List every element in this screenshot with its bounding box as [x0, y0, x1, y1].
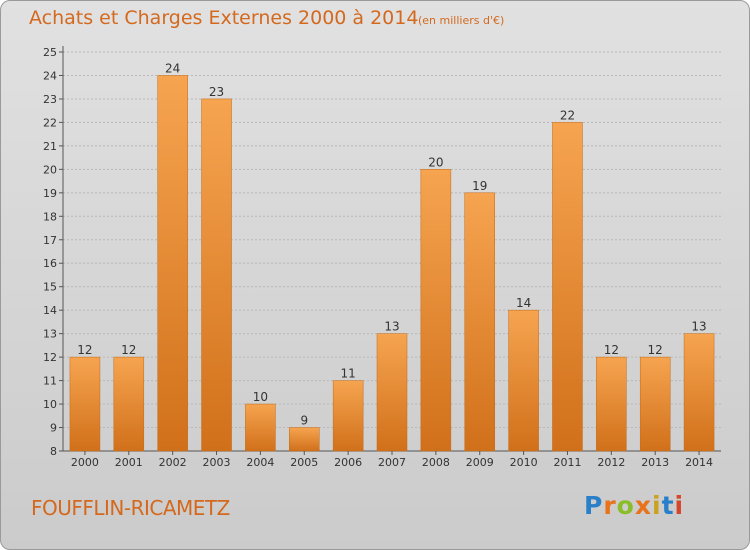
bar-value-label: 12 [604, 343, 619, 357]
y-tick-label: 17 [43, 234, 57, 247]
chart-title: Achats et Charges Externes 2000 à 2014 [29, 7, 419, 29]
bar [508, 309, 539, 452]
y-tick-label: 22 [43, 116, 57, 129]
y-tick-label: 18 [43, 210, 57, 223]
x-tick-label: 2008 [422, 456, 450, 469]
bar-value-label: 23 [209, 85, 224, 99]
y-tick-label: 19 [43, 187, 57, 200]
proxiti-logo: Proxiti [584, 491, 684, 520]
bar [113, 356, 145, 452]
y-tick-label: 20 [43, 163, 57, 176]
bar-value-label: 14 [516, 296, 531, 310]
x-tick-label: 2009 [466, 456, 494, 469]
bar-value-label: 11 [340, 367, 355, 381]
y-tick-label: 10 [43, 398, 57, 411]
y-tick-label: 25 [43, 46, 57, 59]
bar-value-label: 22 [560, 108, 575, 122]
bar [289, 427, 320, 452]
bar [157, 75, 188, 452]
bar [596, 356, 627, 452]
bar-value-label: 20 [428, 155, 443, 169]
x-tick-label: 2011 [553, 456, 581, 469]
y-tick-label: 21 [43, 140, 57, 153]
y-tick-label: 8 [50, 445, 57, 458]
x-tick-label: 2010 [510, 456, 538, 469]
x-tick-label: 2006 [334, 456, 362, 469]
logo-letter: o [616, 491, 635, 520]
logo-letter: x [634, 491, 652, 520]
y-tick-label: 14 [43, 304, 57, 317]
bar-value-label: 10 [253, 390, 268, 404]
bar [332, 380, 364, 452]
logo-letter: P [584, 491, 604, 520]
bar [552, 122, 583, 452]
x-tick-label: 2005 [290, 456, 318, 469]
y-tick-label: 9 [50, 422, 57, 435]
y-tick-label: 12 [43, 351, 57, 364]
x-tick-label: 2004 [246, 456, 274, 469]
logo-letter: t [661, 491, 675, 520]
bar [683, 333, 715, 452]
x-tick-label: 2000 [71, 456, 99, 469]
logo-letter: r [603, 491, 617, 520]
bar-value-label: 12 [77, 343, 92, 357]
y-tick-label: 11 [43, 375, 57, 388]
bar [69, 356, 101, 452]
y-tick-label: 13 [43, 328, 57, 341]
bar [420, 169, 452, 452]
town-name: FOUFFLIN-RICAMETZ [31, 496, 230, 520]
bar [376, 333, 408, 452]
logo-letter: i [674, 491, 685, 520]
bar [245, 403, 276, 452]
bar [201, 98, 232, 452]
bar [639, 356, 671, 452]
bar-value-label: 12 [121, 343, 136, 357]
x-tick-label: 2001 [115, 456, 143, 469]
bar [464, 192, 495, 452]
x-tick-label: 2002 [159, 456, 187, 469]
x-tick-label: 2013 [641, 456, 669, 469]
bar-value-label: 13 [691, 320, 706, 334]
bar-value-label: 12 [648, 343, 663, 357]
y-tick-label: 23 [43, 93, 57, 106]
chart-unit: (en milliers d'€) [418, 14, 505, 27]
logo-letter: i [652, 491, 662, 520]
x-tick-label: 2003 [203, 456, 231, 469]
x-tick-label: 2014 [685, 456, 713, 469]
x-tick-label: 2007 [378, 456, 406, 469]
bar-value-label: 9 [300, 414, 308, 428]
bar-value-label: 13 [384, 320, 399, 334]
x-tick-label: 2012 [597, 456, 625, 469]
bar-value-label: 24 [165, 61, 180, 75]
y-tick-label: 16 [43, 257, 57, 270]
y-tick-label: 15 [43, 281, 57, 294]
bar-value-label: 19 [472, 179, 487, 193]
y-tick-label: 24 [43, 69, 57, 82]
